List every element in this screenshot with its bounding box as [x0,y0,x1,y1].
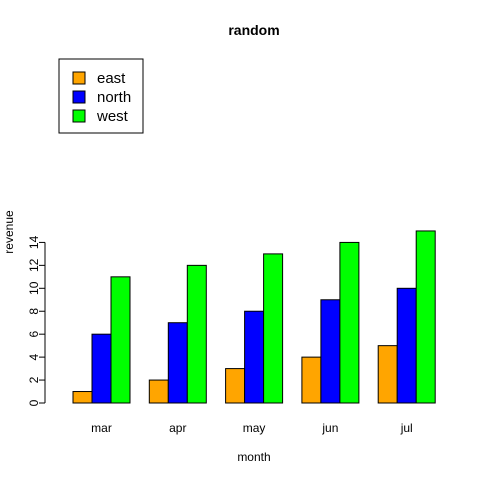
bar-east-jul [377,345,398,404]
bar-east-apr [148,379,169,404]
x-axis-label: month [237,450,270,464]
y-tick-label: 10 [27,281,41,295]
x-tick-label: apr [169,421,186,435]
bar-west-mar [110,276,131,404]
bar-west-jun [339,241,360,404]
bar-west-jul [415,230,436,404]
bar-east-jun [301,356,322,404]
y-tick-label: 6 [27,331,41,338]
bar-west-may [263,253,284,404]
y-tick-label: 8 [27,308,41,315]
bar-north-may [244,310,265,404]
y-axis-label: revenue [2,210,16,254]
legend-label-east: east [97,70,126,87]
bar-east-mar [72,391,93,404]
y-tick-label: 14 [27,235,41,249]
bar-north-apr [167,322,188,404]
x-tick-label: jun [321,421,338,435]
x-axis: mar apr may jun jul [91,421,413,435]
bar-north-jul [396,287,417,404]
bar-west-apr [186,264,207,404]
x-tick-label: jul [400,421,413,435]
legend-swatch-north [72,90,86,104]
chart-title: random [228,22,279,38]
bar-north-mar [91,333,112,404]
y-axis: 0 2 4 6 8 10 12 14 [27,235,46,406]
y-tick-label: 2 [27,376,41,383]
y-tick-label: 0 [27,399,41,406]
legend-swatch-west [72,109,86,123]
y-tick-label: 4 [27,353,41,360]
x-tick-label: mar [91,421,112,435]
bar-north-jun [320,299,341,404]
legend-label-west: west [96,108,129,125]
y-tick-label: 12 [27,258,41,272]
legend-label-north: north [97,89,131,106]
x-tick-label: may [243,421,266,435]
legend-swatch-east [72,71,86,85]
bar-east-may [225,368,246,404]
legend: east north west [58,58,144,134]
bars-group [72,230,436,404]
